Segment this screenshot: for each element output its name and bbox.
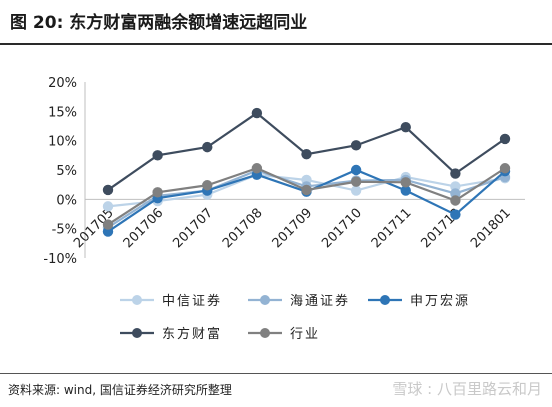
data-point bbox=[251, 163, 263, 174]
data-point bbox=[350, 185, 362, 196]
x-tick-label: 201710 bbox=[319, 206, 365, 252]
x-tick-label: 201709 bbox=[270, 206, 316, 252]
watermark: 雪球 : 八百里路云和月 bbox=[392, 380, 542, 398]
x-tick-label: 201707 bbox=[170, 206, 216, 252]
data-point bbox=[102, 201, 114, 212]
x-tick-label: 201711 bbox=[369, 206, 415, 252]
legend-swatch-marker bbox=[132, 328, 142, 338]
y-tick-label: 5% bbox=[56, 164, 77, 179]
data-point bbox=[400, 185, 411, 196]
y-tick-label: 0% bbox=[56, 193, 77, 208]
legend-label: 中信证券 bbox=[162, 293, 222, 309]
data-point bbox=[350, 176, 362, 187]
data-point bbox=[251, 107, 263, 119]
data-point bbox=[400, 121, 411, 133]
y-tick-label: 20% bbox=[48, 76, 77, 91]
data-point bbox=[202, 180, 213, 191]
data-point bbox=[202, 141, 213, 153]
y-tick-label: -5% bbox=[52, 223, 77, 238]
legend-label: 东方财富 bbox=[162, 326, 222, 342]
chart-area: -10% -5% 0% 5% 10% 15% 20% 201705 201706 201707 20… bbox=[0, 45, 552, 375]
legend-label: 行业 bbox=[290, 327, 320, 342]
data-point bbox=[499, 163, 511, 174]
data-point bbox=[102, 219, 114, 230]
data-point bbox=[450, 168, 461, 179]
x-tick-label: 201801 bbox=[468, 206, 514, 252]
y-tick-label: 15% bbox=[48, 105, 77, 120]
title-divider bbox=[0, 43, 552, 45]
figure-header: 图 20: 东方财富两融余额增速远超同业 bbox=[0, 0, 552, 45]
legend-label: 申万宏源 bbox=[410, 294, 470, 309]
y-tick-label: 10% bbox=[48, 135, 77, 150]
data-point bbox=[350, 140, 362, 151]
data-point bbox=[499, 133, 511, 145]
figure-title: 图 20: 东方财富两融余额增速远超同业 bbox=[10, 13, 308, 33]
data-point bbox=[301, 148, 312, 160]
data-point bbox=[102, 184, 114, 196]
x-tick-label: 201708 bbox=[220, 206, 266, 252]
legend-label: 海通证券 bbox=[290, 293, 350, 309]
data-point bbox=[450, 209, 461, 220]
data-point bbox=[152, 150, 163, 161]
line-chart: -10%-5%0%5%10%15%20%201705 201706 201707 20… bbox=[43, 76, 525, 342]
source-note: 资料来源: wind, 国信证券经济研究所整理 bbox=[8, 383, 232, 397]
legend-swatch-marker bbox=[132, 295, 142, 305]
data-point bbox=[450, 195, 461, 206]
legend-swatch-marker bbox=[380, 295, 390, 305]
data-point bbox=[301, 184, 312, 196]
data-point bbox=[152, 187, 163, 198]
source-divider bbox=[0, 373, 552, 374]
y-tick-label: -10% bbox=[43, 252, 77, 267]
legend-swatch-marker bbox=[260, 328, 270, 338]
data-point bbox=[350, 164, 362, 176]
legend-swatch-marker bbox=[260, 295, 270, 305]
data-point bbox=[400, 177, 411, 188]
